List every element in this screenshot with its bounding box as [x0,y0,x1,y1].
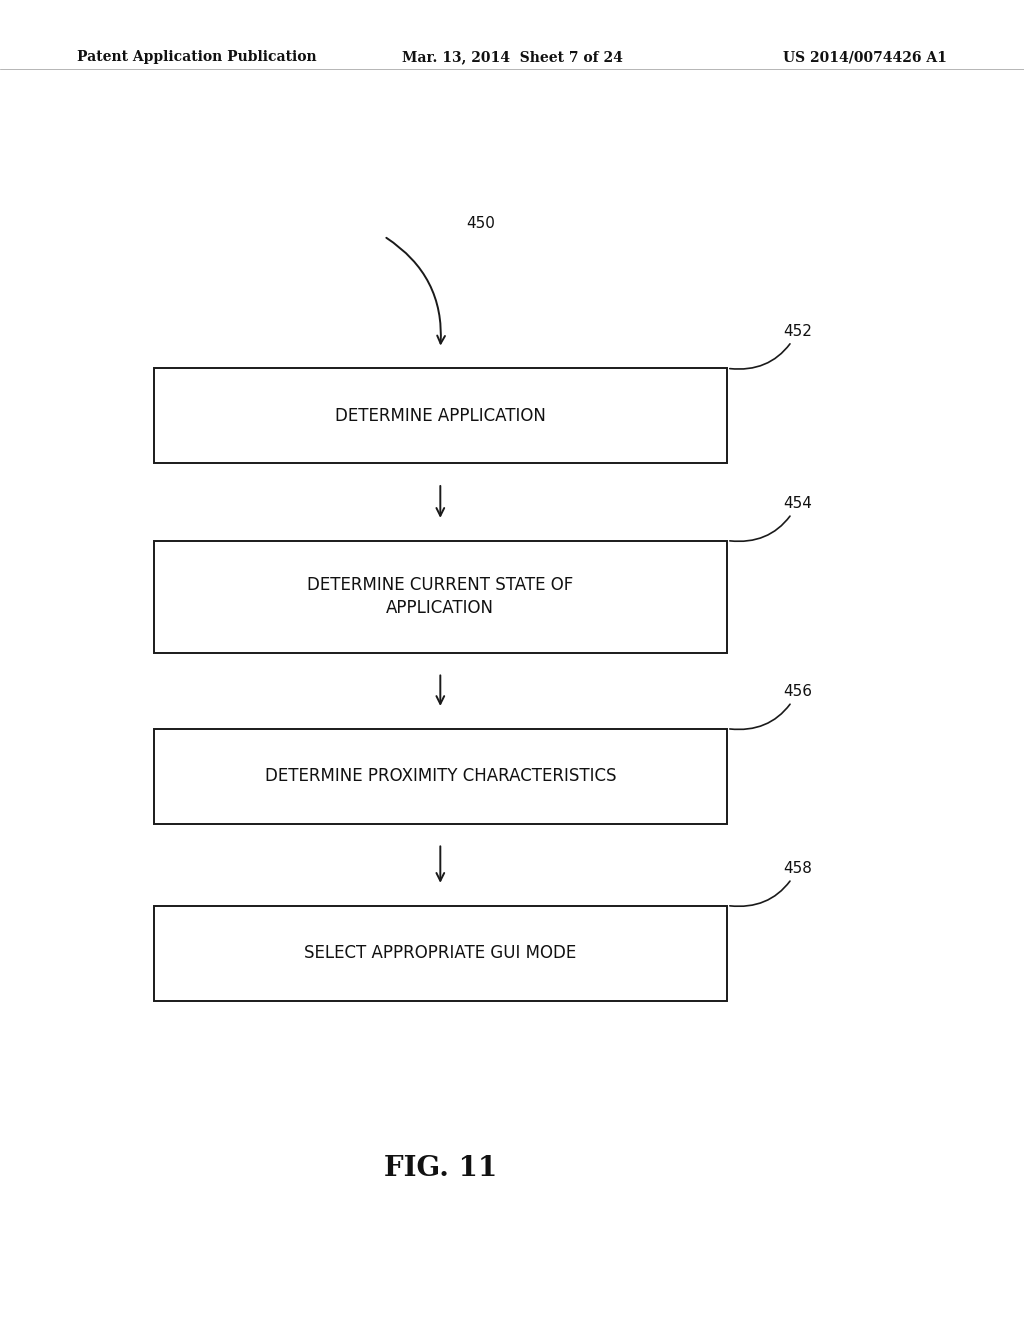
Text: 458: 458 [730,861,812,907]
Text: 454: 454 [730,496,812,541]
Text: DETERMINE CURRENT STATE OF
APPLICATION: DETERMINE CURRENT STATE OF APPLICATION [307,576,573,618]
Bar [154,368,727,463]
Bar [154,906,727,1001]
Text: Mar. 13, 2014  Sheet 7 of 24: Mar. 13, 2014 Sheet 7 of 24 [401,50,623,65]
Text: US 2014/0074426 A1: US 2014/0074426 A1 [783,50,947,65]
Text: DETERMINE APPLICATION: DETERMINE APPLICATION [335,407,546,425]
Text: 452: 452 [730,323,812,370]
Text: Patent Application Publication: Patent Application Publication [77,50,316,65]
Text: DETERMINE PROXIMITY CHARACTERISTICS: DETERMINE PROXIMITY CHARACTERISTICS [264,767,616,785]
Text: FIG. 11: FIG. 11 [384,1155,497,1181]
Bar [154,541,727,652]
Text: 450: 450 [466,215,495,231]
Bar [154,729,727,824]
Text: SELECT APPROPRIATE GUI MODE: SELECT APPROPRIATE GUI MODE [304,944,577,962]
Text: 456: 456 [730,684,812,730]
